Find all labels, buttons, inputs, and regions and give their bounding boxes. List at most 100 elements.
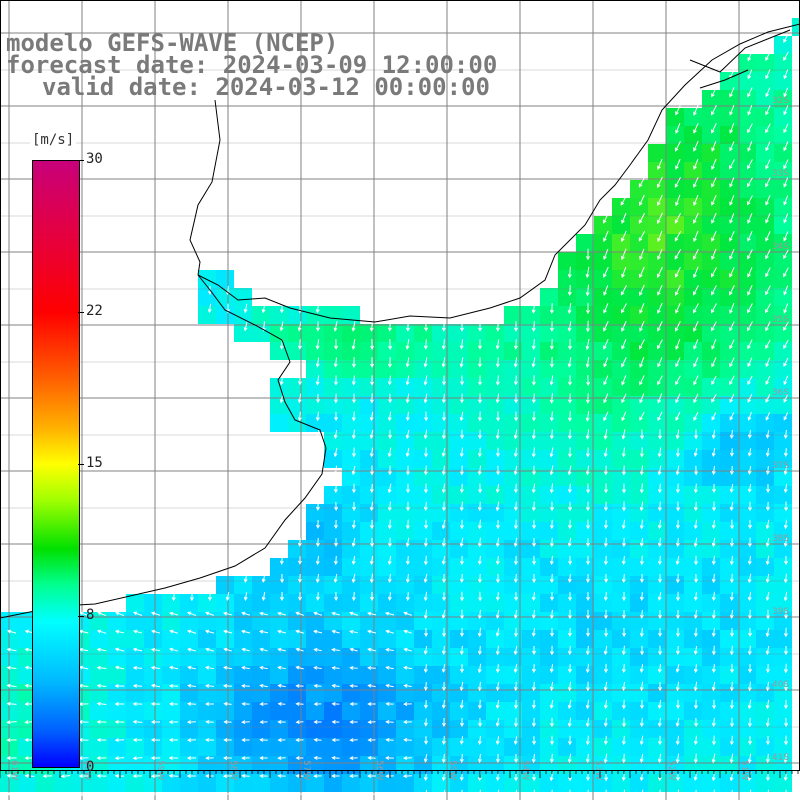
wind-speed-cell xyxy=(630,486,648,504)
wind-arrow xyxy=(693,447,698,457)
wind-speed-cell xyxy=(630,396,648,414)
wind-arrow xyxy=(6,756,17,761)
wind-speed-cell xyxy=(684,252,702,270)
wind-speed-cell xyxy=(396,378,414,396)
wind-arrow xyxy=(349,756,358,761)
wind-arrow xyxy=(369,555,374,566)
wind-arrow xyxy=(478,375,482,386)
wind-speed-cell xyxy=(648,396,666,414)
wind-arrow xyxy=(477,555,482,566)
wind-speed-cell xyxy=(144,756,162,774)
wind-speed-cell xyxy=(738,450,756,468)
wind-arrow xyxy=(729,735,734,746)
wind-speed-cell xyxy=(702,702,720,720)
wind-speed-cell xyxy=(504,414,522,432)
wind-arrow xyxy=(621,753,626,764)
wind-arrow xyxy=(367,683,376,688)
wind-arrow xyxy=(387,537,392,548)
wind-arrow xyxy=(674,320,681,332)
wind-speed-cell xyxy=(324,432,342,450)
wind-arrow xyxy=(567,645,572,656)
wind-speed-cells xyxy=(0,18,800,792)
wind-arrow xyxy=(277,665,286,670)
wind-speed-cell xyxy=(288,324,306,342)
wind-arrow xyxy=(658,645,663,656)
wind-speed-cell xyxy=(324,594,342,612)
wind-arrow xyxy=(495,537,500,548)
wind-arrow xyxy=(333,483,338,494)
wind-arrow xyxy=(550,735,554,746)
wind-arrow xyxy=(603,284,609,296)
wind-arrow xyxy=(657,411,663,422)
wind-arrow xyxy=(567,609,572,620)
wind-arrow xyxy=(442,411,447,422)
wind-arrow xyxy=(729,159,735,170)
wind-arrow xyxy=(783,159,789,170)
wind-arrow xyxy=(405,447,410,458)
wind-arrow xyxy=(532,573,536,584)
wind-arrow xyxy=(351,411,356,422)
wind-speed-cell xyxy=(576,486,594,504)
wind-speed-cell xyxy=(486,666,504,684)
wind-arrow xyxy=(531,789,536,800)
wind-arrow xyxy=(459,357,464,368)
wind-speed-cell xyxy=(450,360,468,378)
wind-speed-cell xyxy=(18,756,36,774)
wind-speed-cell xyxy=(144,774,162,792)
wind-speed-cell xyxy=(738,90,756,108)
wind-speed-cell xyxy=(270,738,288,756)
wind-speed-cell xyxy=(666,666,684,684)
wind-speed-cell xyxy=(306,360,324,378)
wind-arrow xyxy=(729,194,735,206)
wind-speed-cell xyxy=(324,504,342,522)
wind-arrow xyxy=(477,789,482,800)
wind-speed-cell xyxy=(216,288,234,306)
wind-arrow xyxy=(423,555,428,566)
wind-arrow xyxy=(674,212,682,224)
wind-arrow xyxy=(114,702,125,706)
wind-speed-cell xyxy=(648,288,666,306)
wind-speed-cell xyxy=(450,486,468,504)
wind-arrow xyxy=(567,735,572,746)
wind-arrow xyxy=(765,51,771,61)
wind-arrow xyxy=(459,627,464,638)
wind-arrow xyxy=(133,629,143,634)
wind-speed-cell xyxy=(612,648,630,666)
wind-speed-cell xyxy=(252,648,270,666)
wind-speed-cell xyxy=(324,558,342,576)
wind-arrow xyxy=(459,736,464,745)
wind-speed-cell xyxy=(756,162,774,180)
wind-speed-cell xyxy=(108,720,126,738)
wind-arrow xyxy=(693,753,698,764)
wind-arrow xyxy=(621,266,627,278)
wind-speed-cell xyxy=(270,342,288,360)
wind-arrow xyxy=(207,303,212,314)
wind-speed-cell xyxy=(576,342,594,360)
wind-speed-cell xyxy=(612,702,630,720)
wind-arrow xyxy=(585,393,590,404)
wind-arrow xyxy=(711,393,717,403)
wind-speed-cell xyxy=(126,756,144,774)
wind-arrow xyxy=(477,753,482,764)
wind-speed-cell xyxy=(324,342,342,360)
wind-speed-cell xyxy=(432,522,450,540)
wind-speed-cell xyxy=(450,558,468,576)
wind-speed-cell xyxy=(18,630,36,648)
wind-speed-cell xyxy=(558,288,576,306)
wind-arrow xyxy=(114,647,125,652)
wind-speed-cell xyxy=(216,756,234,774)
wind-arrow xyxy=(603,230,609,242)
colorbar-tick-30: 30 xyxy=(86,151,103,167)
wind-speed-cell xyxy=(558,486,576,504)
wind-arrow xyxy=(477,736,482,745)
wind-arrow xyxy=(783,375,789,386)
wind-arrow xyxy=(712,483,716,494)
wind-arrow xyxy=(693,501,698,512)
wind-arrow xyxy=(495,717,500,727)
wind-arrow xyxy=(657,699,662,710)
wind-speed-cell xyxy=(702,774,720,792)
wind-arrow xyxy=(639,537,644,548)
wind-speed-cell xyxy=(738,504,756,522)
wind-speed-cell xyxy=(774,360,792,378)
wind-arrow xyxy=(388,429,392,440)
